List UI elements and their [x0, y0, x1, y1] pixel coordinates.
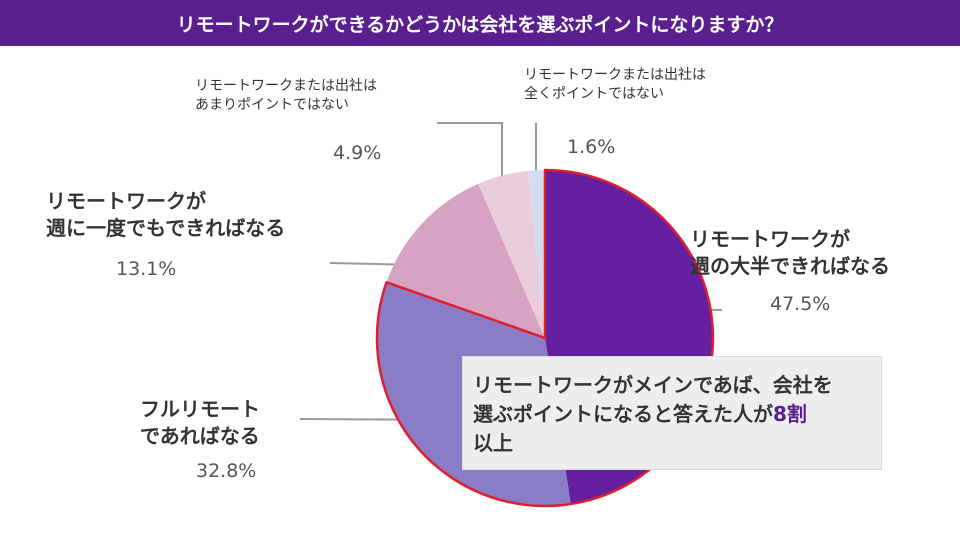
callout-text: 選ぶポイントになると答えた人が: [473, 402, 773, 426]
slice-label-weekly-majority: リモートワークが 週の大半できればなる: [690, 226, 890, 280]
callout-line-2: 選ぶポイントになると答えた人が8割: [473, 400, 871, 429]
slice-label-line: 週に一度でもできればなる: [46, 216, 286, 240]
slice-not-at-all: [528, 170, 545, 338]
slice-pct-not-at-all: 1.6%: [567, 136, 616, 158]
callout-line-3: 以上: [473, 431, 513, 455]
chart-title: リモートワークができるかどうかは会社を選ぶポイントになりますか？: [0, 0, 960, 46]
slice-pct-full-remote: 32.8%: [196, 460, 257, 482]
leader-line: [437, 122, 503, 196]
slice-label-full-remote: フルリモート であればなる: [140, 396, 260, 450]
slice-label-not-at-all: リモートワークまたは出社は 全くポイントではない: [524, 66, 706, 104]
callout-highlight: 8割: [773, 402, 807, 426]
slice-label-line: 週の大半できればなる: [690, 254, 890, 278]
slice-label-line: フルリモート: [140, 397, 260, 421]
slice-label-line: リモートワークが: [46, 189, 206, 213]
slice-label-line: リモートワークまたは出社は: [195, 78, 377, 94]
slice-label-line: 全くポイントではない: [524, 85, 664, 102]
slice-label-line: であればなる: [140, 424, 260, 448]
slice-pct-not-much: 4.9%: [333, 142, 382, 164]
callout-box: リモートワークがメインであば、会社を 選ぶポイントになると答えた人が8割 以上: [462, 356, 882, 470]
slice-pct-once-a-week: 13.1%: [116, 258, 177, 280]
slice-once-a-week: [386, 183, 545, 338]
slice-pct-weekly-majority: 47.5%: [770, 293, 831, 315]
slice-label-not-much: リモートワークまたは出社は あまりポイントではない: [195, 77, 377, 115]
callout-line-1: リモートワークがメインであば、会社を: [473, 373, 833, 397]
slice-label-line: リモートワークが: [690, 227, 850, 251]
highlight-outline: [375, 168, 715, 508]
slice-not-much: [478, 170, 545, 338]
slice-label-once-a-week: リモートワークが 週に一度でもできればなる: [46, 188, 285, 242]
slice-label-line: リモートワークまたは出社は: [524, 67, 706, 83]
slice-label-line: あまりポイントではない: [195, 96, 349, 113]
